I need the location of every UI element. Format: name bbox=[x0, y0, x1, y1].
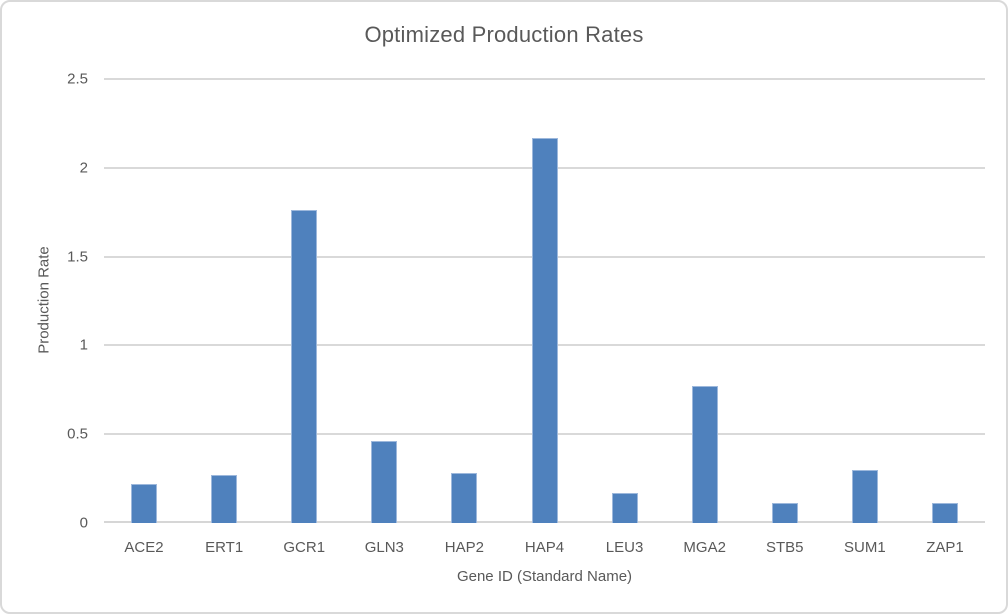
bar-gcr1 bbox=[291, 210, 318, 523]
gridline-y-2-5 bbox=[104, 78, 985, 80]
x-tick-label-ert1: ERT1 bbox=[205, 539, 244, 556]
bar-leu3 bbox=[611, 492, 638, 523]
y-tick-label-1-5: 1.5 bbox=[67, 248, 88, 266]
bar-hap2 bbox=[451, 473, 478, 523]
bar-mga2 bbox=[691, 386, 718, 523]
bar-zap1 bbox=[931, 503, 958, 523]
bar-ace2 bbox=[131, 483, 158, 523]
x-tick-label-zap1: ZAP1 bbox=[926, 539, 964, 556]
x-tick-label-mga2: MGA2 bbox=[683, 539, 726, 556]
y-tick-label-0: 0 bbox=[79, 514, 88, 532]
y-tick-label-2-5: 2.5 bbox=[67, 70, 88, 88]
bar-ert1 bbox=[211, 475, 238, 523]
x-tick-label-hap4: HAP4 bbox=[524, 539, 565, 556]
x-tick-label-sum1: SUM1 bbox=[844, 539, 886, 556]
chart-title: Optimized Production Rates bbox=[364, 22, 644, 47]
x-tick-label-stb5: STB5 bbox=[766, 539, 804, 556]
y-tick-label-1: 1 bbox=[79, 336, 88, 354]
x-tick-label-leu3: LEU3 bbox=[605, 539, 644, 556]
x-tick-label-gln3: GLN3 bbox=[364, 539, 404, 556]
y-tick-label-2: 2 bbox=[79, 159, 88, 177]
x-tick-label-hap2: HAP2 bbox=[444, 539, 484, 556]
y-tick-label-0-5: 0.5 bbox=[67, 425, 88, 443]
bar-gln3 bbox=[371, 441, 398, 523]
x-tick-label-ace2: ACE2 bbox=[124, 539, 164, 556]
x-axis-title: Gene ID (Standard Name) bbox=[456, 568, 633, 585]
bar-hap4 bbox=[531, 137, 558, 523]
x-tick-label-gcr1: GCR1 bbox=[283, 539, 326, 556]
bar-stb5 bbox=[771, 503, 798, 523]
bar-sum1 bbox=[851, 469, 878, 523]
